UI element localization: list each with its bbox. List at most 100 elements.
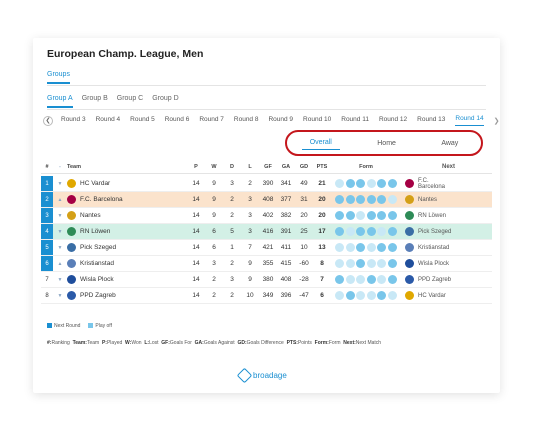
team-name[interactable]: RN Löwen (80, 228, 111, 235)
next-match: F.C. Barcelona (405, 178, 455, 190)
team-crest-icon (405, 227, 414, 236)
lost-cell: 9 (248, 260, 252, 267)
next-match: HC Vardar (405, 291, 455, 300)
tab-away[interactable]: Away (441, 139, 459, 147)
tab-home[interactable]: Home (377, 139, 396, 147)
trend-down-icon: ▼ (57, 244, 63, 251)
next-match: PPD Zagreb (405, 275, 455, 284)
tab-groups[interactable]: Groups (47, 71, 70, 84)
pts-cell: 17 (318, 228, 326, 235)
rank-cell: 1 (41, 176, 53, 191)
draw-cell: 1 (230, 244, 234, 251)
team-crest-icon (405, 211, 414, 220)
team-name[interactable]: Wisla Plock (80, 276, 114, 283)
lost-cell: 3 (248, 196, 252, 203)
tab-round[interactable]: Round 13 (417, 115, 446, 123)
pts-cell: 21 (318, 180, 326, 187)
tab-round[interactable]: Round 8 (233, 115, 259, 123)
table-row[interactable]: 8 ▼ PPD Zagreb 14 2 2 10 349 396 -47 6 H… (41, 288, 492, 304)
ga-cell: 396 (280, 292, 292, 299)
gd-cell: 25 (300, 228, 308, 235)
table-row[interactable]: 5 ▼ Pick Szeged 14 6 1 7 421 411 10 13 K… (41, 240, 492, 256)
draw-cell: 2 (230, 196, 234, 203)
header-team: Team (67, 163, 81, 170)
played-cell: 14 (192, 180, 200, 187)
header-gf: GF (264, 163, 272, 170)
ga-cell: 382 (280, 212, 292, 219)
draw-cell: 5 (230, 228, 234, 235)
rank-cell: 7 (45, 276, 49, 283)
table-row[interactable]: 1 ▼ HC Vardar 14 9 3 2 390 341 49 21 F.C… (41, 176, 492, 192)
tab-group-b[interactable]: Group B (81, 95, 108, 102)
table-row[interactable]: 4 ▼ RN Löwen 14 6 5 3 416 391 25 17 Pick… (41, 224, 492, 240)
tab-overall[interactable]: Overall (301, 136, 340, 150)
team-name[interactable]: Kristianstad (80, 260, 114, 267)
table-row[interactable]: 2 ▲ F.C. Barcelona 14 9 2 3 408 377 31 2… (41, 192, 492, 208)
pts-cell: 6 (320, 292, 324, 299)
gf-cell: 380 (262, 276, 274, 283)
divider (47, 109, 486, 110)
chevron-right-icon[interactable]: ❯ (493, 117, 500, 125)
group-tabs: Group A Group B Group C Group D (47, 95, 188, 108)
won-cell: 9 (212, 212, 216, 219)
tab-round[interactable]: Round 7 (199, 115, 224, 123)
gd-cell: 31 (300, 196, 308, 203)
draw-cell: 2 (230, 292, 234, 299)
form-badges (331, 179, 401, 188)
rank-cell: 4 (41, 224, 53, 239)
form-badges (331, 259, 401, 268)
tab-round[interactable]: Round 9 (268, 115, 294, 123)
trend-up-icon: ▲ (57, 196, 63, 203)
tab-round[interactable]: Round 6 (164, 115, 190, 123)
trend-down-icon: ▼ (57, 276, 63, 283)
ga-cell: 377 (280, 196, 292, 203)
header-p: P (194, 163, 198, 170)
draw-cell: 2 (230, 260, 234, 267)
pts-cell: 13 (318, 244, 326, 251)
gd-cell: 20 (300, 212, 308, 219)
tab-round[interactable]: Round 11 (341, 115, 369, 123)
gd-cell: -47 (299, 292, 309, 299)
gf-cell: 355 (262, 260, 274, 267)
tab-round[interactable]: Round 3 (61, 115, 86, 123)
team-name[interactable]: PPD Zagreb (80, 292, 116, 299)
table-row[interactable]: 7 ▼ Wisla Plock 14 2 3 9 380 408 -28 7 P… (41, 272, 492, 288)
divider (47, 85, 486, 86)
team-name[interactable]: Nantes (80, 212, 101, 219)
form-badges (331, 275, 401, 284)
gd-cell: 49 (300, 180, 308, 187)
tab-group-d[interactable]: Group D (152, 95, 179, 102)
header-d: D (230, 163, 234, 170)
lost-cell: 3 (248, 212, 252, 219)
next-match: RN Löwen (405, 211, 455, 220)
lost-cell: 2 (248, 180, 252, 187)
lost-cell: 3 (248, 228, 252, 235)
tab-round[interactable]: Round 4 (95, 115, 121, 123)
tab-round[interactable]: Round 12 (378, 115, 408, 123)
table-row[interactable]: 3 ▼ Nantes 14 9 2 3 402 382 20 20 RN Löw… (41, 208, 492, 224)
team-name[interactable]: F.C. Barcelona (80, 196, 123, 203)
tab-round[interactable]: Round 5 (130, 115, 155, 123)
team-crest-icon (405, 195, 414, 204)
team-crest-icon (405, 179, 414, 188)
team-name[interactable]: Pick Szeged (80, 244, 117, 251)
ga-cell: 415 (280, 260, 292, 267)
tab-round[interactable]: Round 10 (303, 115, 332, 123)
tab-group-a[interactable]: Group A (47, 95, 73, 108)
rank-cell: 3 (41, 208, 53, 223)
team-crest-icon (67, 291, 76, 300)
table-row[interactable]: 6 ▲ Kristianstad 14 3 2 9 355 415 -60 8 … (41, 256, 492, 272)
gf-cell: 349 (262, 292, 274, 299)
team-crest-icon (67, 243, 76, 252)
trend-up-icon: ▲ (57, 260, 63, 267)
rank-cell: 5 (41, 240, 53, 255)
header-ga: GA (281, 163, 291, 170)
gf-cell: 402 (262, 212, 274, 219)
team-name[interactable]: HC Vardar (80, 180, 111, 187)
team-crest-icon (67, 211, 76, 220)
header-w: W (211, 163, 217, 170)
tab-group-c[interactable]: Group C (116, 95, 144, 102)
tab-round-active[interactable]: Round 14 (455, 115, 484, 126)
gf-cell: 416 (262, 228, 274, 235)
chevron-left-icon[interactable]: ❮ (43, 115, 53, 126)
